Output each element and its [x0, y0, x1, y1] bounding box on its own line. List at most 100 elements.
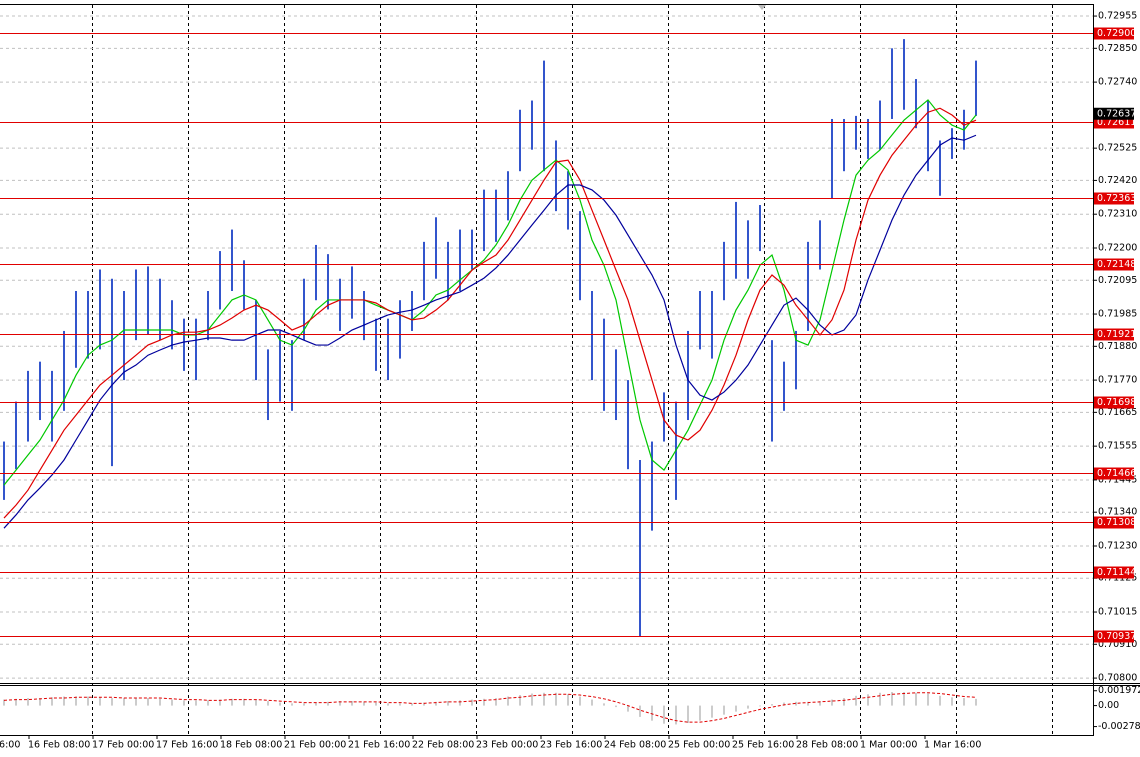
- oscillator-bar: [759, 705, 761, 707]
- level-label-box: [1094, 27, 1134, 40]
- level-label-box: [1094, 516, 1134, 529]
- y-tick-label: 0.72955: [1098, 11, 1137, 22]
- oscillator-bar: [483, 698, 485, 706]
- oscillator-bar: [663, 705, 665, 724]
- oscillator-bar: [135, 698, 137, 706]
- level-label: 0.70937: [1097, 631, 1136, 642]
- y-tick-label: 0.72420: [1098, 175, 1137, 186]
- level-label: 0.72611: [1097, 117, 1136, 128]
- oscillator-bar: [879, 692, 881, 706]
- oscillator-bar: [855, 695, 857, 706]
- level-label-box: [1094, 566, 1134, 579]
- y-tick-label: 0.00: [1098, 700, 1119, 711]
- oscillator-bar: [651, 705, 653, 721]
- oscillator-bar: [591, 699, 593, 706]
- oscillator-bar: [843, 698, 845, 706]
- oscillator-bar: [207, 700, 209, 706]
- oscillator-bar: [339, 701, 341, 706]
- oscillator-bar: [171, 699, 173, 706]
- oscillator-bar: [123, 698, 125, 706]
- oscillator-bar: [795, 701, 797, 706]
- price-group: [3, 39, 977, 636]
- y-tick-label: 0.001972: [1098, 685, 1140, 696]
- oscillator-bar: [279, 702, 281, 706]
- x-tick-label: 1 Mar 00:00: [860, 740, 917, 751]
- oscillator-bar: [399, 703, 401, 706]
- x-tick-label: 1 Mar 16:00: [924, 740, 981, 751]
- moving-average: [3, 134, 977, 529]
- oscillator-bar: [15, 698, 17, 706]
- oscillator-bar: [111, 698, 113, 706]
- oscillator-bar: [903, 692, 905, 706]
- oscillator-bar: [315, 702, 317, 706]
- oscillator-bar: [531, 693, 533, 706]
- oscillator-bar: [411, 703, 413, 706]
- level-label: 0.72148: [1097, 259, 1136, 270]
- level-label-box: [1094, 328, 1134, 341]
- oscillator-bar: [963, 698, 965, 706]
- oscillator-bar: [231, 698, 233, 706]
- oscillator-bar: [927, 693, 929, 706]
- x-tick-label: 16:00: [0, 740, 20, 751]
- y-tick-label: 0.71770: [1098, 375, 1137, 386]
- oscillator-bar: [639, 705, 641, 717]
- x-tick-label: 23 Feb 00:00: [476, 740, 538, 751]
- oscillator-bar: [183, 700, 185, 706]
- oscillator-bar: [147, 698, 149, 706]
- y-tick-label: -0.002783: [1098, 721, 1140, 732]
- x-tick-label: 18 Feb 08:00: [220, 740, 282, 751]
- y-tick-label: 0.72850: [1098, 43, 1137, 54]
- y-tick-label: 0.72310: [1098, 209, 1137, 220]
- oscillator-bar: [507, 696, 509, 706]
- level-label: 0.71308: [1097, 517, 1136, 528]
- oscillator-bar: [195, 700, 197, 706]
- level-label-box: [1094, 396, 1134, 409]
- oscillator-bar: [831, 699, 833, 706]
- oscillator-bar: [99, 697, 101, 706]
- oscillator-bar: [819, 701, 821, 706]
- current-price-box: [1094, 107, 1134, 120]
- oscillator-bar: [159, 698, 161, 706]
- y-tick-label: 0.72095: [1098, 275, 1137, 286]
- oscillator-bar: [423, 702, 425, 706]
- oscillator-bar: [771, 704, 773, 706]
- y-tick-label: 0.71555: [1098, 441, 1137, 452]
- oscillator-bar: [459, 700, 461, 706]
- oscillator-bar: [243, 698, 245, 706]
- level-label: 0.72363: [1097, 193, 1136, 204]
- oscillator-bar: [519, 695, 521, 706]
- oscillator-bar: [939, 695, 941, 706]
- level-label: 0.71698: [1097, 397, 1136, 408]
- labels-layer: 0.72955 0.72850 0.72740 0.72525 0.72420 0.723…: [0, 11, 1140, 751]
- oscillator-group: [3, 692, 977, 725]
- y-tick-label: 0.70910: [1098, 639, 1137, 650]
- oscillator-bar: [387, 703, 389, 706]
- oscillator-bar: [567, 694, 569, 706]
- level-label: 0.71144: [1097, 567, 1136, 578]
- oscillator-bar: [219, 699, 221, 706]
- level-label: 0.72900: [1097, 28, 1136, 39]
- moving-average: [3, 107, 977, 519]
- y-tick-label: 0.72200: [1098, 242, 1137, 253]
- y-tick-label: 0.71665: [1098, 407, 1137, 418]
- level-label-box: [1094, 467, 1134, 480]
- oscillator-bar: [351, 701, 353, 706]
- x-tick-label: 28 Feb 08:00: [796, 740, 858, 751]
- x-tick-label: 22 Feb 08:00: [412, 740, 474, 751]
- y-tick-label: 0.71880: [1098, 341, 1137, 352]
- level-label: 0.71466: [1097, 468, 1136, 479]
- oscillator-bar: [39, 698, 41, 706]
- level-label: 0.71921: [1097, 329, 1136, 340]
- level-label-box: [1094, 630, 1134, 643]
- oscillator-bar: [435, 701, 437, 706]
- oscillator-bar: [603, 703, 605, 706]
- oscillator-bar: [3, 699, 5, 706]
- oscillator-bar: [579, 696, 581, 706]
- oscillator-bar: [375, 702, 377, 706]
- oscillator-bar: [63, 696, 65, 706]
- y-tick-label: 0.71340: [1098, 507, 1137, 518]
- oscillator-bar: [951, 697, 953, 706]
- y-tick-label: 0.70800: [1098, 673, 1137, 684]
- oscillator-bar: [75, 696, 77, 706]
